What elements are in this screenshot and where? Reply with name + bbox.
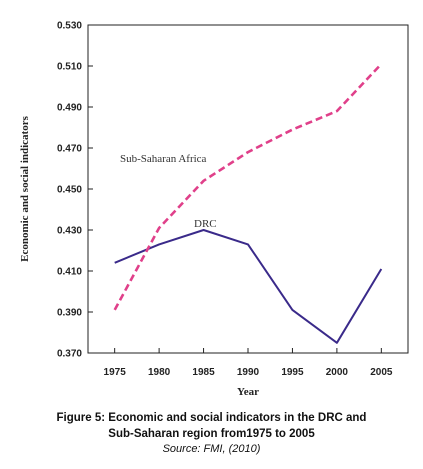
series-line-sub-saharan-africa: [113, 63, 383, 311]
series-label-drc: DRC: [194, 218, 217, 230]
series-label-ssa: Sub-Saharan Africa: [120, 153, 207, 165]
x-axis-title: Year: [237, 386, 259, 398]
y-tick-label: 0.490: [57, 103, 82, 114]
y-axis-title: Economic and social indicators: [19, 115, 31, 261]
x-tick-label: 2005: [370, 367, 393, 378]
x-tick-label: 1980: [148, 367, 171, 378]
y-tick-label: 0.430: [57, 226, 82, 237]
x-tick-label: 2000: [326, 367, 349, 378]
y-tick-label: 0.410: [57, 267, 82, 278]
y-tick-label: 0.370: [57, 349, 82, 360]
x-tick-label: 1985: [192, 367, 215, 378]
line-chart: 0.370 0.390 0.410 0.430 0.450 0.470 0.490 0.510…: [19, 21, 409, 398]
series-lines: [113, 63, 383, 344]
y-axis-ticks: 0.370 0.390 0.410 0.430 0.450 0.470 0.490 0.510…: [57, 21, 93, 360]
x-axis-ticks: 1975 1980 1985 1990 1995 2000 2005: [104, 348, 393, 378]
y-tick-label: 0.470: [57, 144, 82, 155]
series-line-drc: [114, 229, 383, 344]
x-tick-label: 1975: [104, 367, 127, 378]
caption-line-1: Figure 5: Economic and social indicators…: [56, 412, 367, 424]
y-tick-label: 0.510: [57, 62, 82, 73]
y-tick-label: 0.450: [57, 185, 82, 196]
figure-caption: Figure 5: Economic and social indicators…: [0, 410, 423, 442]
x-tick-label: 1995: [281, 367, 304, 378]
figure-source: Source: FMI, (2010): [162, 443, 261, 455]
y-tick-label: 0.530: [57, 21, 82, 32]
caption-line-2: Sub-Saharan region from1975 to 2005: [108, 428, 315, 440]
y-tick-label: 0.390: [57, 308, 82, 319]
x-tick-label: 1990: [237, 367, 260, 378]
